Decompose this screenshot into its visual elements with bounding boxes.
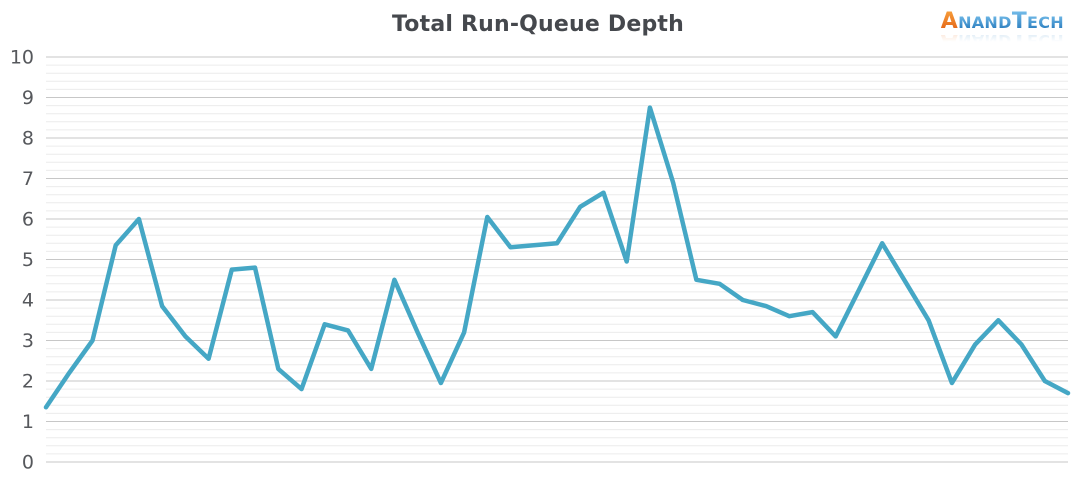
logo-letters-ech: ECH <box>1027 13 1064 32</box>
y-tick-label: 1 <box>22 411 34 433</box>
chart-title: Total Run-Queue Depth <box>392 12 684 37</box>
y-tick-label: 8 <box>22 128 34 150</box>
logo-letter-t: T <box>1011 9 1028 34</box>
anandtech-logo: ANANDTECH ANANDTECH <box>941 11 1064 55</box>
y-tick-label: 9 <box>22 87 34 109</box>
anandtech-logo-text: ANANDTECH <box>941 11 1064 33</box>
run-queue-depth-line <box>43 105 1071 410</box>
y-tick-label: 6 <box>22 209 34 231</box>
y-tick-label: 2 <box>22 371 34 393</box>
y-tick-label: 4 <box>22 290 34 312</box>
y-tick-label: 10 <box>10 47 34 69</box>
y-tick-label: 5 <box>22 249 34 271</box>
y-tick-label: 0 <box>22 452 34 474</box>
y-tick-label: 3 <box>22 330 34 352</box>
logo-letters-nand: NAND <box>958 13 1012 32</box>
logo-letter-a: A <box>940 9 959 34</box>
y-tick-label: 7 <box>22 168 34 190</box>
